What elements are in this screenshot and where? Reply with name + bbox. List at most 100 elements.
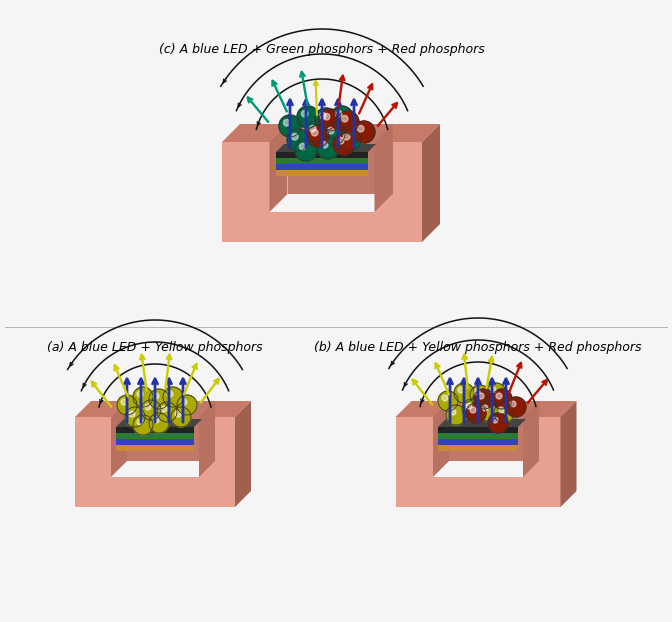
Circle shape xyxy=(300,144,306,150)
Polygon shape xyxy=(433,477,523,507)
Circle shape xyxy=(153,417,159,423)
Circle shape xyxy=(474,389,480,395)
Circle shape xyxy=(466,403,472,409)
Circle shape xyxy=(333,133,355,155)
Circle shape xyxy=(442,395,448,401)
Circle shape xyxy=(307,125,329,147)
Circle shape xyxy=(315,108,337,130)
Polygon shape xyxy=(235,401,251,507)
Circle shape xyxy=(141,400,161,420)
Polygon shape xyxy=(374,124,392,212)
Circle shape xyxy=(358,126,364,132)
Polygon shape xyxy=(111,477,199,507)
Polygon shape xyxy=(127,401,215,461)
Polygon shape xyxy=(422,124,440,242)
Circle shape xyxy=(137,419,143,425)
Circle shape xyxy=(175,411,181,417)
Circle shape xyxy=(311,129,318,136)
Circle shape xyxy=(488,413,508,433)
Polygon shape xyxy=(374,142,422,242)
Circle shape xyxy=(302,110,308,117)
Polygon shape xyxy=(438,439,518,445)
Circle shape xyxy=(486,383,506,403)
Polygon shape xyxy=(276,158,368,164)
Polygon shape xyxy=(433,401,449,477)
Circle shape xyxy=(462,399,482,419)
Circle shape xyxy=(284,119,290,126)
Circle shape xyxy=(331,106,353,128)
Circle shape xyxy=(458,387,464,393)
Polygon shape xyxy=(75,401,127,417)
Text: (a) A blue LED + Yellow phosphors: (a) A blue LED + Yellow phosphors xyxy=(47,340,263,353)
Circle shape xyxy=(133,387,153,407)
Polygon shape xyxy=(438,433,518,439)
Circle shape xyxy=(161,406,167,412)
Circle shape xyxy=(305,121,327,143)
Polygon shape xyxy=(269,124,392,142)
Polygon shape xyxy=(396,417,433,507)
Circle shape xyxy=(177,395,197,415)
Circle shape xyxy=(117,395,137,415)
Polygon shape xyxy=(222,124,288,142)
Circle shape xyxy=(339,129,361,151)
Polygon shape xyxy=(111,401,127,477)
Circle shape xyxy=(466,403,486,423)
Circle shape xyxy=(129,411,135,417)
Polygon shape xyxy=(116,439,194,445)
Circle shape xyxy=(295,139,317,161)
Polygon shape xyxy=(374,124,440,142)
Circle shape xyxy=(125,407,145,427)
Circle shape xyxy=(163,387,183,407)
Circle shape xyxy=(121,399,127,405)
Polygon shape xyxy=(222,142,269,242)
Circle shape xyxy=(292,133,298,140)
Polygon shape xyxy=(523,417,560,507)
Circle shape xyxy=(319,113,326,119)
Polygon shape xyxy=(438,419,526,427)
Polygon shape xyxy=(449,401,539,461)
Polygon shape xyxy=(116,427,194,433)
Circle shape xyxy=(335,110,342,117)
Circle shape xyxy=(474,389,494,409)
Circle shape xyxy=(157,402,177,422)
Circle shape xyxy=(343,133,350,140)
Circle shape xyxy=(498,407,504,413)
Circle shape xyxy=(341,116,348,122)
Circle shape xyxy=(149,413,169,433)
Polygon shape xyxy=(560,401,577,507)
Circle shape xyxy=(490,387,496,393)
Circle shape xyxy=(353,121,375,143)
Polygon shape xyxy=(276,144,376,152)
Polygon shape xyxy=(75,417,111,507)
Polygon shape xyxy=(116,445,194,451)
Polygon shape xyxy=(116,433,194,439)
Circle shape xyxy=(337,137,344,144)
Polygon shape xyxy=(199,401,251,417)
Polygon shape xyxy=(111,401,215,417)
Circle shape xyxy=(287,129,309,151)
Circle shape xyxy=(133,415,153,435)
Circle shape xyxy=(492,417,498,423)
Circle shape xyxy=(279,115,301,137)
Text: (c) A blue LED + Green phosphors + Red phosphors: (c) A blue LED + Green phosphors + Red p… xyxy=(159,44,485,57)
Circle shape xyxy=(506,397,526,417)
Circle shape xyxy=(149,389,169,409)
Circle shape xyxy=(171,407,191,427)
Circle shape xyxy=(494,403,514,423)
Polygon shape xyxy=(523,401,539,477)
Circle shape xyxy=(167,391,173,397)
Circle shape xyxy=(478,401,498,421)
Circle shape xyxy=(323,113,330,120)
Polygon shape xyxy=(276,152,368,158)
Circle shape xyxy=(137,391,143,397)
Circle shape xyxy=(297,106,319,128)
Polygon shape xyxy=(438,427,518,433)
Circle shape xyxy=(319,109,341,131)
Polygon shape xyxy=(396,401,449,417)
Polygon shape xyxy=(433,401,539,417)
Polygon shape xyxy=(116,419,202,427)
Text: (b) A blue LED + Yellow phosphors + Red phosphors: (b) A blue LED + Yellow phosphors + Red … xyxy=(314,340,642,353)
Polygon shape xyxy=(199,417,235,507)
Polygon shape xyxy=(276,170,368,176)
Circle shape xyxy=(454,383,474,403)
